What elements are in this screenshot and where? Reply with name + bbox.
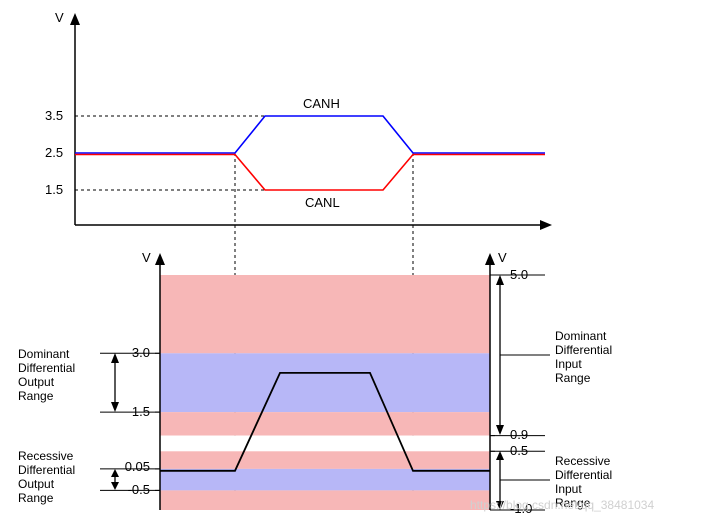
bottom-left-y-label: V: [142, 250, 151, 265]
right-dominant-arrow: [490, 275, 550, 436]
right-dominant-label: Dominant Differential Input Range: [555, 329, 615, 385]
band-m0_5-0_05: [160, 469, 490, 491]
band-0_9-1_5: [160, 412, 490, 436]
bottom-right-y-label: V: [498, 250, 507, 265]
left-dominant-arrow: [100, 353, 160, 412]
band-1_5-3: [160, 353, 490, 412]
top-tick-2_5: 2.5: [45, 145, 63, 160]
band-0_05-0_5: [160, 451, 490, 469]
svg-text:-1.0: -1.0: [510, 501, 532, 516]
svg-text:0.05: 0.05: [125, 459, 150, 474]
svg-text:0.5: 0.5: [510, 443, 528, 458]
diagram-svg: V 3.5 2.5 1.5 CANH CANL V: [0, 0, 705, 522]
canh-label: CANH: [303, 96, 340, 111]
right-ticks: 5.0 0.9 0.5 -1.0: [490, 267, 532, 516]
band-3-5: [160, 275, 490, 353]
svg-text:1.5: 1.5: [132, 404, 150, 419]
svg-text:-0.5: -0.5: [128, 482, 150, 497]
right-recessive-label: Recessive Differential Input Range: [555, 454, 615, 510]
canl-label: CANL: [305, 195, 340, 210]
canh-line: [75, 116, 545, 153]
svg-text:0.9: 0.9: [510, 427, 528, 442]
band-0_5-0_9: [160, 436, 490, 452]
top-tick-3_5: 3.5: [45, 108, 63, 123]
left-recessive-label: Recessive Differential Output Range: [18, 449, 78, 505]
left-dominant-label: Dominant Differential Output Range: [18, 347, 78, 403]
top-tick-1_5: 1.5: [45, 182, 63, 197]
band-m1-m0_5: [160, 490, 490, 510]
top-y-label: V: [55, 10, 64, 25]
svg-text:3.0: 3.0: [132, 345, 150, 360]
canl-line: [75, 155, 545, 191]
left-ticks: 3.0 1.5 0.05 -0.5: [125, 345, 160, 497]
bottom-chart: V V 3.0 1.5 0.05 -0.5 5.0 0.9 0.5 -1.0: [18, 250, 615, 516]
